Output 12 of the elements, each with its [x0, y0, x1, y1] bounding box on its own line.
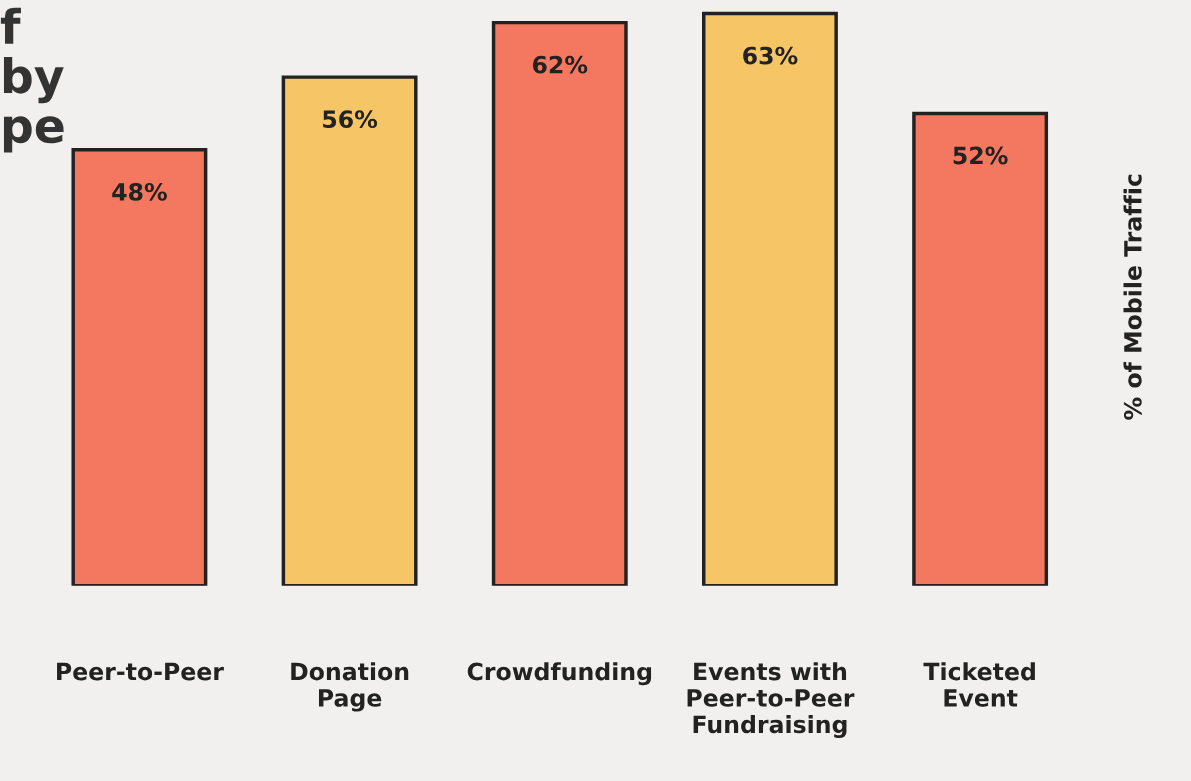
y-axis-title: % of Mobile Traffic — [1123, 174, 1142, 420]
data-label: 48% — [112, 182, 167, 201]
x-tick-label: Donation Page — [291, 662, 409, 712]
data-label: 63% — [743, 46, 798, 65]
data-label: 56% — [323, 110, 378, 129]
x-tick-label: Crowdfunding — [467, 662, 652, 686]
text: f by pe — [0, 7, 64, 153]
x-tick-label: Events with Peer-to-Peer Fundraising — [687, 662, 855, 739]
x-tick-label: Peer-to-Peer — [57, 662, 224, 681]
data-label: 52% — [953, 146, 1008, 165]
x-tick-label: Ticketed Event — [923, 662, 1035, 707]
data-label: 62% — [532, 55, 588, 74]
